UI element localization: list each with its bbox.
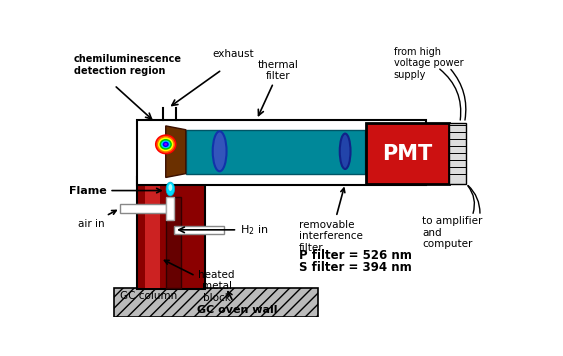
Ellipse shape: [166, 182, 175, 196]
Text: GC oven wall: GC oven wall: [197, 292, 278, 314]
Bar: [167, 197, 174, 220]
Text: to amplifier
and
computer: to amplifier and computer: [422, 216, 482, 249]
Text: PMT: PMT: [382, 143, 432, 164]
Text: thermal
filter: thermal filter: [258, 60, 298, 81]
Text: Flame: Flame: [69, 185, 161, 195]
Ellipse shape: [213, 131, 226, 171]
Text: $\mathregular{H_2}$ in: $\mathregular{H_2}$ in: [240, 223, 268, 237]
Ellipse shape: [339, 134, 351, 169]
Ellipse shape: [155, 134, 177, 155]
Ellipse shape: [157, 136, 175, 153]
Bar: [366, 123, 449, 184]
Bar: [137, 120, 426, 185]
Ellipse shape: [159, 139, 172, 150]
Ellipse shape: [161, 141, 171, 148]
Bar: [137, 178, 205, 289]
Text: exhaust: exhaust: [213, 49, 254, 59]
Text: chemiluminescence
detection region: chemiluminescence detection region: [74, 54, 182, 76]
Bar: [449, 123, 466, 184]
Bar: [114, 288, 318, 317]
Text: from high
voltage power
supply: from high voltage power supply: [394, 47, 463, 80]
Text: air in: air in: [78, 210, 116, 229]
Bar: [120, 204, 167, 213]
Bar: [186, 130, 365, 174]
Ellipse shape: [168, 184, 172, 191]
Ellipse shape: [163, 142, 169, 147]
Text: heated
metal
block: heated metal block: [164, 260, 235, 303]
Text: GC column: GC column: [119, 290, 177, 301]
Bar: [145, 181, 160, 288]
Text: P filter = 526 nm: P filter = 526 nm: [299, 249, 412, 262]
Bar: [174, 226, 224, 235]
Ellipse shape: [164, 143, 167, 146]
Ellipse shape: [158, 137, 173, 151]
Bar: [166, 197, 181, 288]
Text: S filter = 394 nm: S filter = 394 nm: [299, 261, 412, 274]
Text: removable
interference
filter: removable interference filter: [299, 188, 363, 253]
Polygon shape: [166, 126, 186, 178]
